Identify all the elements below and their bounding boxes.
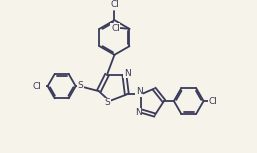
Text: N: N [136,88,143,96]
Text: Cl: Cl [110,0,119,9]
Text: S: S [105,98,111,107]
Text: Cl: Cl [209,97,218,106]
Text: N: N [135,108,142,117]
Text: Cl: Cl [32,82,41,91]
Text: N: N [124,69,131,78]
Text: S: S [78,81,84,90]
Text: Cl: Cl [111,24,120,33]
